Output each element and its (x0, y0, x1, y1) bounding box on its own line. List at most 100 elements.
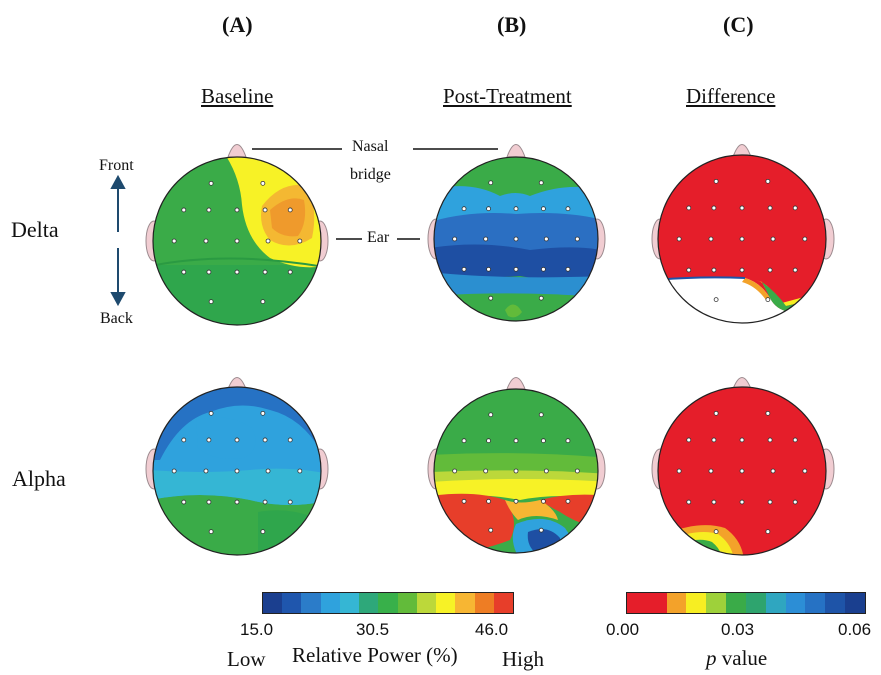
power-swatch (416, 593, 437, 613)
ear-label: Ear (367, 229, 390, 246)
electrode-dot (686, 499, 692, 505)
electrode-dot (452, 236, 458, 242)
electrode-dot (483, 468, 489, 474)
power-high-label: High (502, 647, 544, 671)
electrode-dot (181, 499, 187, 505)
p-tick-max: 0.06 (838, 620, 872, 639)
p-axis-label: p value (706, 646, 767, 671)
electrode-dot (488, 180, 494, 186)
head-post-alpha (427, 377, 606, 554)
electrode-dot (171, 468, 177, 474)
electrode-dot (574, 236, 580, 242)
p-value-swatch (785, 593, 806, 613)
electrode-dot (713, 297, 719, 303)
electrode-dot (181, 437, 187, 443)
nasal-label-line2: bridge (350, 166, 391, 183)
p-value-swatch (845, 593, 865, 613)
electrode-dot (513, 206, 519, 212)
electrode-dot (538, 180, 544, 186)
electrode-dot (181, 207, 187, 213)
electrode-dot (262, 207, 268, 213)
electrode-dot (260, 410, 266, 416)
column-a-letter: (A) (222, 12, 253, 37)
electrode-dot (686, 267, 692, 273)
electrode-dot (739, 205, 745, 211)
column-b-title: Post-Treatment (443, 84, 572, 108)
electrode-dot (483, 236, 489, 242)
electrode-dot (541, 206, 546, 212)
electrode-dot (486, 438, 491, 444)
electrode-dot (739, 236, 745, 242)
electrode-dot (767, 499, 773, 505)
electrode-dot (686, 205, 692, 211)
electrode-dot (711, 499, 717, 505)
electrode-dot (708, 468, 714, 474)
electrode-dot (541, 498, 546, 504)
power-swatch (359, 593, 379, 613)
electrode-dot (543, 236, 549, 242)
electrode-dot (234, 207, 240, 213)
electrode-dot (287, 499, 293, 505)
electrode-dot (565, 206, 571, 212)
nasal-label-line1: Nasal (352, 138, 389, 155)
power-swatch (397, 593, 417, 613)
electrode-dot (543, 468, 549, 474)
electrode-dot (565, 498, 571, 504)
nose (506, 144, 526, 158)
electrode-dot (765, 178, 771, 184)
electrode-dot (206, 437, 212, 443)
power-tick-min: 15.0 (240, 620, 274, 639)
front-label: Front (99, 157, 134, 174)
power-axis-label: Relative Power (%) (292, 643, 458, 667)
electrode-dot (181, 269, 187, 275)
electrode-dot (234, 269, 240, 275)
electrode-dot (739, 437, 745, 443)
electrode-dot (234, 437, 240, 443)
p-value-swatch (646, 593, 667, 613)
electrode-markers (171, 178, 808, 535)
p-value-swatch (627, 593, 647, 613)
electrode-dot (488, 295, 494, 301)
p-value-colorbar (626, 592, 866, 614)
electrode-dot (234, 238, 240, 244)
electrode-dot (262, 269, 268, 275)
electrode-dot (676, 468, 682, 474)
electrode-dot (452, 468, 458, 474)
power-swatch (320, 593, 340, 613)
electrode-dot (262, 437, 268, 443)
electrode-dot (765, 297, 771, 303)
electrode-dot (792, 267, 798, 273)
electrode-dot (574, 468, 580, 474)
electrode-dot (265, 238, 271, 244)
electrode-dot (206, 207, 212, 213)
power-swatch (474, 593, 494, 613)
electrode-dot (802, 468, 808, 474)
electrode-dot (208, 180, 214, 186)
electrode-dot (297, 468, 303, 474)
electrode-dot (739, 499, 745, 505)
electrode-dot (203, 238, 209, 244)
p-value-swatch (765, 593, 786, 613)
electrode-dot (287, 437, 293, 443)
electrode-dot (513, 266, 519, 272)
p-value-swatch (686, 593, 707, 613)
power-swatch (301, 593, 321, 613)
electrode-dot (767, 267, 773, 273)
p-tick-min: 0.00 (606, 620, 640, 639)
electrode-dot (713, 410, 719, 416)
electrode-dot (488, 527, 494, 533)
electrode-dot (739, 267, 745, 273)
electrode-dot (287, 207, 293, 213)
nose (506, 377, 526, 390)
electrode-dot (297, 238, 303, 244)
electrode-dot (171, 238, 177, 244)
column-b-letter: (B) (497, 12, 527, 37)
electrode-dot (287, 269, 293, 275)
p-value-swatch (825, 593, 846, 613)
electrode-dot (770, 468, 776, 474)
electrode-dot (513, 468, 519, 474)
row-alpha-label: Alpha (12, 466, 66, 491)
electrode-dot (203, 468, 209, 474)
electrode-dot (486, 206, 491, 212)
